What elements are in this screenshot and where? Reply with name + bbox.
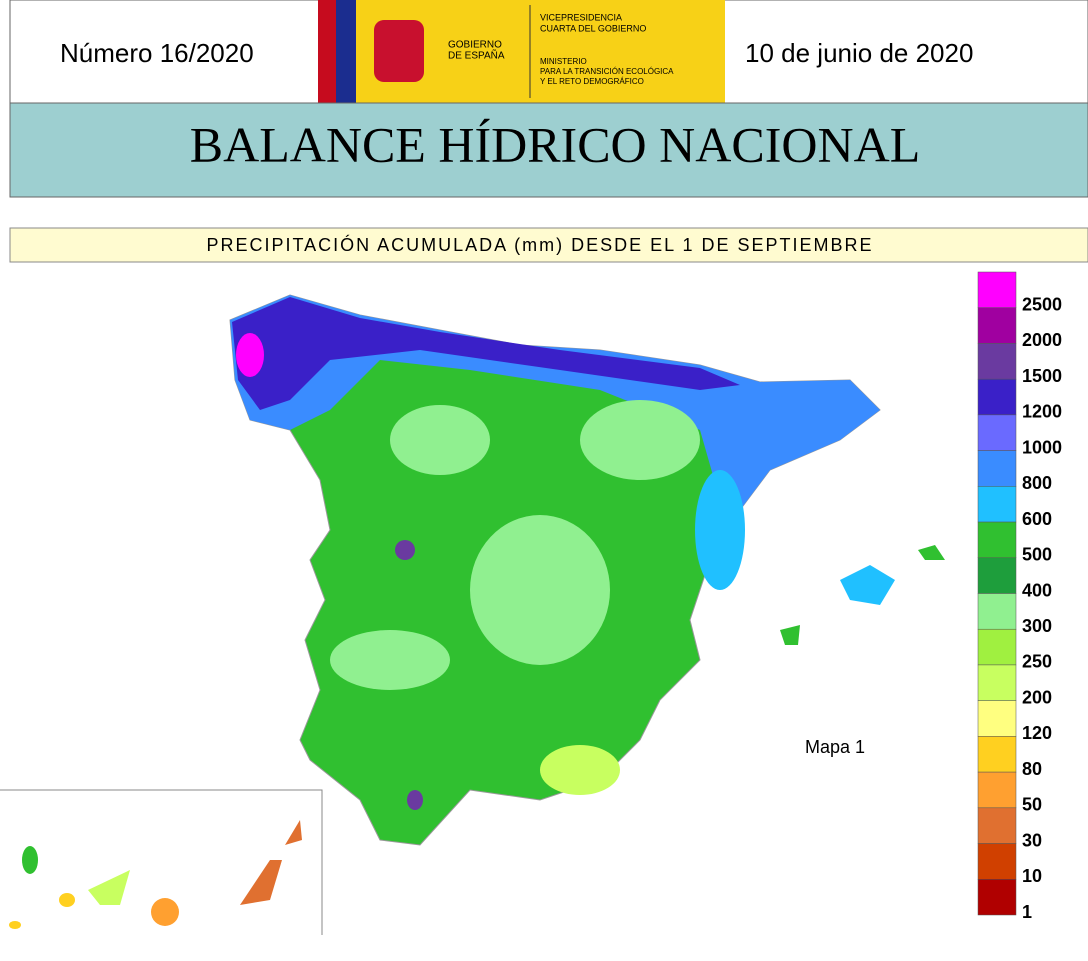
canaries <box>9 820 302 929</box>
legend-label: 800 <box>1022 473 1052 493</box>
island <box>285 820 302 845</box>
legend-label: 1200 <box>1022 402 1062 422</box>
logo-shield <box>374 20 424 82</box>
legend-swatch <box>977 700 1017 737</box>
map-label: Mapa 1 <box>805 737 865 757</box>
galicia-max <box>236 333 264 377</box>
legend-swatch <box>977 450 1017 487</box>
legend-swatch <box>977 414 1017 451</box>
logo-text: PARA LA TRANSICIÓN ECOLÓGICA <box>540 67 674 76</box>
logo-text: MINISTERIO <box>540 57 587 66</box>
legend-label: 30 <box>1022 830 1042 850</box>
title: BALANCE HÍDRICO NACIONAL <box>190 116 921 172</box>
legend-label: 300 <box>1022 616 1052 636</box>
legend-swatch <box>977 307 1017 344</box>
legend-label: 500 <box>1022 545 1052 565</box>
logo-text: VICEPRESIDENCIA <box>540 12 622 22</box>
legend-swatch <box>977 271 1017 308</box>
legend-label: 250 <box>1022 652 1052 672</box>
local-max <box>395 540 415 560</box>
low-area <box>390 405 490 475</box>
legend-label: 10 <box>1022 866 1042 886</box>
legend-swatch <box>977 593 1017 630</box>
low-area <box>540 745 620 795</box>
legend-swatch <box>977 879 1017 916</box>
legend: 2500 2000 1500 1200 1000 800 600 500 400 300 250 20… <box>977 271 1062 922</box>
east-band <box>695 470 745 590</box>
legend-swatch <box>977 557 1017 594</box>
logo-text: DE ESPAÑA <box>448 49 505 62</box>
logo-text: Y EL RETO DEMOGRÁFICO <box>540 77 644 86</box>
mallorca <box>840 565 895 605</box>
island <box>59 893 75 907</box>
canaries-frame <box>0 789 323 935</box>
logo-eu <box>336 0 356 103</box>
legend-label: 50 <box>1022 795 1042 815</box>
legend-swatch <box>977 843 1017 880</box>
island <box>88 870 130 905</box>
legend-swatch <box>977 486 1017 523</box>
subtitle: PRECIPITACIÓN ACUMULADA (mm) DESDE EL 1 … <box>206 234 873 255</box>
menorca <box>918 545 945 560</box>
legend-label: 120 <box>1022 723 1052 743</box>
legend-label: 200 <box>1022 687 1052 707</box>
island <box>151 898 179 926</box>
legend-swatch <box>977 771 1017 809</box>
bulletin-date: 10 de junio de 2020 <box>745 38 973 68</box>
ibiza <box>780 625 800 645</box>
subtitle-box <box>9 227 1088 263</box>
title-band <box>9 102 1088 198</box>
local-max <box>407 790 423 810</box>
legend-label: 1 <box>1022 902 1032 922</box>
map <box>229 294 945 846</box>
low-area <box>330 630 450 690</box>
legend-swatch <box>977 736 1017 773</box>
legend-label: 600 <box>1022 509 1052 529</box>
legend-label: 2500 <box>1022 294 1062 314</box>
legend-label: 1500 <box>1022 366 1062 386</box>
logo-flag <box>318 0 336 103</box>
legend-swatch <box>977 343 1017 380</box>
low-area <box>580 400 700 480</box>
legend-label: 1000 <box>1022 437 1062 457</box>
legend-label: 400 <box>1022 580 1052 600</box>
legend-swatch <box>977 807 1017 844</box>
island <box>22 846 38 874</box>
island <box>240 860 282 905</box>
legend-swatch <box>977 378 1017 416</box>
logo-text: GOBIERNO <box>448 40 502 51</box>
legend-label: 2000 <box>1022 330 1062 350</box>
legend-label: 80 <box>1022 759 1042 779</box>
low-area <box>470 515 610 665</box>
bulletin-number: Número 16/2020 <box>60 38 254 68</box>
island <box>9 921 21 929</box>
legend-swatch <box>977 628 1017 666</box>
north-coast <box>232 297 740 410</box>
logo-text: CUARTA DEL GOBIERNO <box>540 23 646 33</box>
legend-swatch <box>977 521 1017 559</box>
legend-swatch <box>977 664 1017 701</box>
